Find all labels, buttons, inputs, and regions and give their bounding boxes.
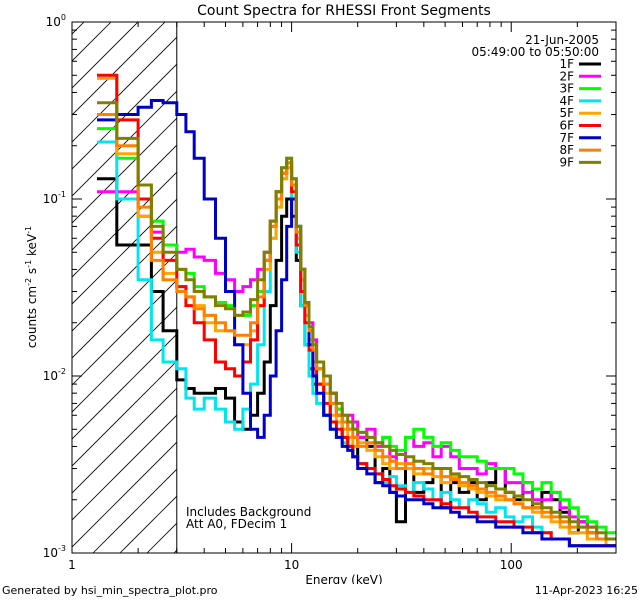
y-axis-label-exp1: -2	[24, 278, 33, 286]
footer-timestamp: 11-Apr-2023 16:25	[534, 584, 638, 597]
legend-label-2F: 2F	[559, 69, 574, 83]
hatch-line	[72, 360, 177, 467]
hatch-line	[72, 252, 177, 359]
y-tick-label: 100	[46, 13, 66, 29]
hatched-region	[0, 0, 640, 553]
hatch-line	[0, 0, 86, 553]
annotation-attenuator: Att A0, FDecim 1	[186, 517, 287, 531]
legend-label-3F: 3F	[559, 82, 574, 96]
series-8F	[97, 113, 616, 541]
hatch-line	[72, 22, 139, 89]
y-axis: 10-3 10-2 10-1 100	[43, 13, 616, 560]
plot-frame	[71, 21, 617, 554]
hatch-line	[255, 0, 640, 553]
series-5F	[97, 76, 616, 548]
hatch-line	[72, 414, 177, 521]
y-axis-label-exp3: -1	[24, 226, 33, 234]
y-tick-label: 10-3	[43, 544, 66, 560]
series-7F	[97, 99, 616, 548]
hatch-line	[72, 441, 177, 548]
x-tick-label: 10	[284, 558, 299, 572]
y-tick-label: 10-2	[43, 367, 66, 383]
chart-title: Count Spectra for RHESSI Front Segments	[197, 3, 491, 19]
series-6F	[97, 73, 616, 548]
hatch-line	[72, 22, 166, 116]
hatch-line	[72, 22, 85, 35]
x-tick-label: 100	[500, 558, 523, 572]
series-9F	[97, 101, 616, 541]
x-tick-label: 1	[68, 558, 76, 572]
y-axis-label-base: counts cm	[25, 286, 39, 348]
hatch-line	[72, 171, 177, 278]
legend-label-4F: 4F	[559, 94, 574, 108]
series-4F	[97, 140, 616, 548]
legend-label-9F: 9F	[559, 155, 574, 169]
legend-label-6F: 6F	[559, 119, 574, 133]
spectrum-plot: Count Spectra for RHESSI Front Segments …	[0, 0, 640, 584]
y-tick-label: 10-1	[43, 190, 66, 206]
hatch-line	[201, 0, 640, 553]
legend-label-5F: 5F	[559, 106, 574, 120]
hatch-line	[72, 225, 177, 332]
x-axis-label: Energy (keV)	[305, 573, 382, 584]
hatch-line	[72, 22, 112, 62]
observation-date: 21-Jun-2005	[525, 33, 599, 47]
y-axis-label-end: keV	[25, 233, 39, 260]
hatch-line	[72, 279, 177, 386]
hatch-line	[72, 387, 177, 494]
hatch-line	[72, 63, 177, 170]
legend-label-8F: 8F	[559, 143, 574, 157]
legend-label-7F: 7F	[559, 131, 574, 145]
annotation-background: Includes Background	[186, 505, 311, 519]
series-layer	[97, 22, 616, 553]
series-2F	[97, 161, 616, 541]
hatch-line	[72, 306, 177, 413]
y-axis-label-mid: s	[25, 268, 39, 278]
legend-label-1F: 1F	[559, 57, 574, 71]
y-axis-label: counts cm-2 s-1 keV-1	[24, 226, 39, 348]
hatch-line	[72, 36, 177, 143]
y-axis-label-exp2: -1	[24, 260, 33, 268]
observation-time-range: 05:49:00 to 05:50:00	[472, 45, 599, 59]
x-axis: 1 10 100	[68, 22, 617, 572]
footer-generator: Generated by hsi_min_spectra_plot.pro	[2, 584, 218, 597]
hatch-line	[72, 198, 177, 305]
